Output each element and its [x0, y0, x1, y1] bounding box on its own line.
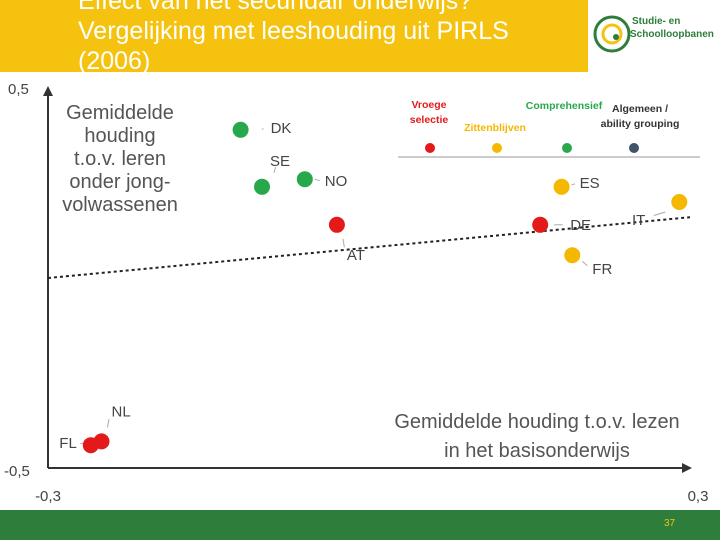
data-point-es [553, 178, 570, 195]
y-tick-label-top: 0,5 [8, 81, 29, 98]
slide-title: Effect van het secundair onderwijs? Verg… [78, 0, 578, 72]
y-axis-label-line: onder jong- [69, 171, 170, 193]
x-tick-label-left: -0,3 [35, 488, 61, 505]
data-label-se: SE [270, 153, 290, 170]
data-label-es: ES [580, 175, 600, 192]
data-label-de: DE [570, 217, 591, 234]
point-leader-line [314, 178, 320, 182]
data-label-at: AT [347, 247, 365, 264]
x-axis-arrow [682, 463, 692, 473]
point-leader-line [653, 211, 666, 216]
legend-label: selectie [410, 114, 449, 126]
y-axis-label-line: t.o.v. leren [74, 148, 166, 170]
page-number: 37 [664, 518, 676, 529]
point-leader-line [80, 442, 83, 445]
slide-title-line-1: Effect van het secundair onderwijs? [78, 0, 473, 15]
data-label-dk: DK [271, 120, 292, 137]
logo-text-2: Schoolloopbanen [630, 29, 714, 40]
y-tick-label-bottom: -0,5 [4, 463, 30, 480]
data-label-no: NO [325, 173, 348, 190]
slide-title-line-2: Vergelijking met leeshouding uit PIRLS [78, 17, 509, 45]
y-axis-arrow [43, 86, 53, 96]
data-point-no [296, 171, 313, 188]
logo-text-1: Studie- en [632, 16, 681, 27]
data-label-nl: NL [112, 403, 131, 420]
data-point-fr [564, 247, 581, 264]
data-point-dk [232, 121, 249, 138]
slide-title-line-3: (2006) [78, 47, 151, 72]
data-point-se [254, 178, 270, 195]
legend-marker [492, 143, 502, 153]
data-point-de [532, 216, 549, 233]
logo: Studie- en Schoolloopbanen [592, 6, 714, 66]
point-leader-line [273, 167, 276, 173]
footer-bar: 37 [0, 510, 720, 540]
y-axis-label-line: houding [84, 125, 155, 147]
y-axis-label-line: Gemiddelde [66, 102, 174, 124]
data-label-fl: FL [59, 435, 77, 452]
point-leader-line [571, 183, 576, 186]
logo-icon [593, 15, 631, 53]
legend-marker [562, 143, 572, 153]
point-leader-line [262, 128, 264, 130]
data-label-fr: FR [592, 261, 612, 278]
point-leader-line [107, 418, 110, 428]
x-axis-label-line: in het basisonderwijs [444, 440, 630, 462]
data-point-at [328, 216, 345, 233]
y-axis-label-line: volwassenen [62, 194, 178, 216]
data-label-it: IT [632, 212, 645, 229]
point-leader-line [342, 238, 345, 248]
legend-marker [425, 143, 435, 153]
legend-label: ability grouping [601, 118, 680, 130]
data-point-it [671, 194, 688, 210]
point-leader-line [581, 260, 588, 267]
legend-marker [629, 143, 639, 153]
x-axis-label-line: Gemiddelde houding t.o.v. lezen [394, 411, 679, 433]
legend-label: Zittenblijven [464, 122, 526, 134]
data-point-fl [82, 437, 99, 454]
legend-label: Comprehensief [526, 100, 603, 112]
x-tick-label-right: 0,3 [688, 488, 709, 505]
title-bar: Effect van het secundair onderwijs? Verg… [0, 0, 588, 72]
legend-label: Vroege [411, 99, 446, 111]
legend-label: Algemeen / [612, 103, 668, 115]
